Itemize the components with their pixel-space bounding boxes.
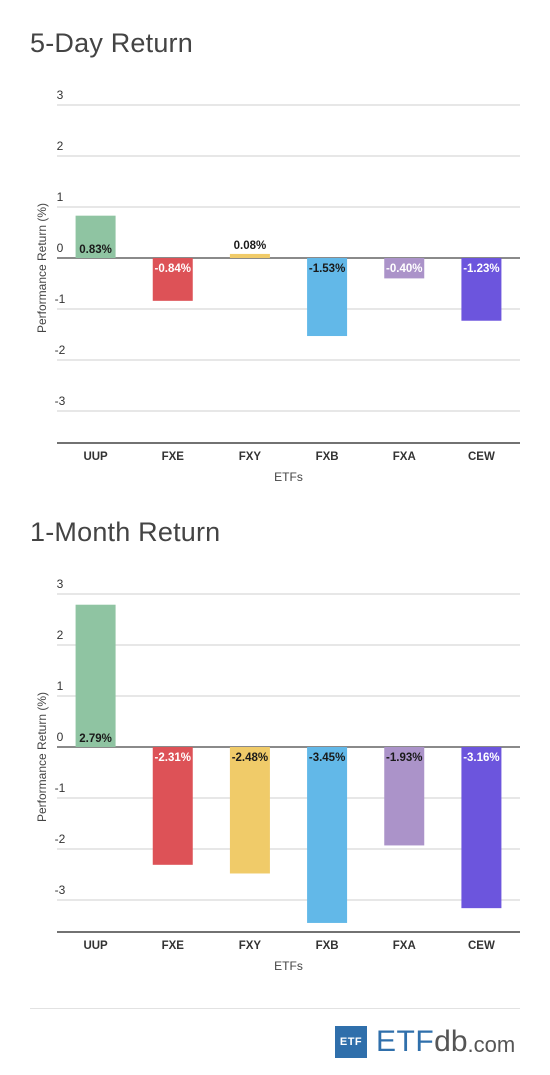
bar-cew: [461, 258, 502, 321]
logo-etf-text: ETF: [376, 1025, 435, 1058]
y-tick-label: 3: [57, 88, 64, 102]
x-tick-label: FXB: [316, 940, 339, 952]
x-tick-label: CEW: [468, 940, 495, 952]
chart-title-5day: 5-Day Return: [30, 28, 193, 58]
y-tick-label: 3: [57, 577, 64, 591]
logo-db-text: db: [434, 1025, 468, 1058]
y-axis-title: Performance Return (%): [35, 203, 49, 333]
y-tick-label: -3: [55, 394, 66, 408]
y-tick-label: -1: [55, 292, 66, 306]
bar-fxb: [307, 258, 348, 337]
y-tick-label: -2: [55, 832, 66, 846]
bar-chart-5day: 3 2 1 0 -1 -2 -3 0.83% UUP -0.84% FXE 0.08% FXY -1.53…: [35, 88, 520, 484]
y-axis-title: Performance Return (%): [35, 692, 49, 822]
y-tick-label: -3: [55, 883, 66, 897]
x-tick-label: FXY: [239, 940, 262, 952]
chart-title-1month: 1-Month Return: [30, 517, 221, 547]
x-tick-label: FXA: [393, 451, 416, 463]
x-axis-title: ETFs: [274, 959, 303, 973]
data-label: -0.84%: [155, 263, 191, 275]
data-label: -2.31%: [155, 752, 191, 764]
etf-logo-box: ETF: [335, 1026, 367, 1058]
x-tick-label: FXY: [239, 451, 262, 463]
x-tick-label: UUP: [83, 451, 108, 463]
y-tick-label: 2: [57, 139, 64, 153]
bar-cew: [461, 747, 502, 909]
data-label: -1.93%: [386, 752, 422, 764]
bar-fxy: [229, 747, 270, 874]
data-label: 0.08%: [234, 240, 267, 252]
y-tick-label: 0: [57, 241, 64, 255]
bar-fxa: [384, 747, 425, 846]
bar-fxa: [384, 258, 425, 279]
bar-uup: [75, 215, 116, 258]
x-tick-label: FXE: [162, 940, 185, 952]
y-tick-label: 0: [57, 730, 64, 744]
data-label: -3.16%: [463, 752, 499, 764]
bar-uup: [75, 604, 116, 747]
x-tick-label: CEW: [468, 451, 495, 463]
y-tick-label: -2: [55, 343, 66, 357]
data-label: -1.23%: [463, 263, 499, 275]
bar-fxe: [152, 747, 193, 865]
bar-fxe: [152, 258, 193, 301]
y-tick-label: 1: [57, 190, 64, 204]
x-axis-title: ETFs: [274, 470, 303, 484]
data-label: -3.45%: [309, 752, 345, 764]
x-tick-label: FXE: [162, 451, 185, 463]
logo-com-text: .com: [467, 1032, 516, 1057]
bar-chart-1month: 3 2 1 0 -1 -2 -3 2.79% UUP -2.31% FXE -2.48% FXY -3.4…: [35, 577, 520, 973]
data-label: -2.48%: [232, 752, 268, 764]
etfdb-logo: ETF ETF db .com: [335, 1025, 515, 1059]
y-tick-label: 2: [57, 628, 64, 642]
bar-fxy: [229, 253, 270, 258]
x-tick-label: FXB: [316, 451, 339, 463]
data-label: 2.79%: [79, 733, 112, 745]
bar-fxb: [307, 747, 348, 923]
footer-divider: [30, 1008, 520, 1009]
data-label: -0.40%: [386, 263, 422, 275]
data-label: -1.53%: [309, 263, 345, 275]
x-tick-label: UUP: [83, 940, 108, 952]
data-label: 0.83%: [79, 244, 112, 256]
x-tick-label: FXA: [393, 940, 416, 952]
y-tick-label: 1: [57, 679, 64, 693]
y-tick-label: -1: [55, 781, 66, 795]
